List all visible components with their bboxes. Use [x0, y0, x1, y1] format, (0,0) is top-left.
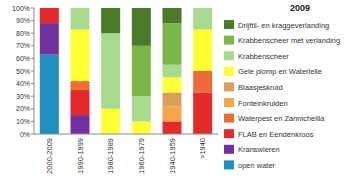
y-tick-label: 100%	[12, 5, 30, 12]
legend-label: Drijftil- en kraggeverlanding	[238, 21, 329, 30]
bar-segment	[193, 8, 212, 9]
bar-segment	[162, 121, 181, 134]
chart: 0% 10% 20% 30% 40% 50% 60% 70% 80% 90% 100% 2000-20…	[0, 0, 364, 182]
legend-swatch	[224, 160, 234, 169]
legend-label: open water	[238, 161, 276, 170]
bar-segment	[40, 8, 59, 9]
bar-segment	[162, 106, 181, 121]
bar-segment	[193, 8, 212, 29]
legend-label: Kranswieren	[238, 145, 280, 154]
x-tick-label: 1980-1989	[106, 138, 115, 174]
bar-segment	[70, 8, 89, 29]
bar-segment	[40, 8, 59, 23]
bar-segment	[40, 8, 59, 9]
y-tick-label: 90%	[16, 17, 30, 24]
legend-label: Fonteinkruiden	[238, 99, 288, 108]
bar-segment	[40, 23, 59, 55]
bar-segment	[162, 65, 181, 78]
bar-segment	[70, 8, 89, 9]
legend-swatch	[224, 129, 234, 138]
y-tick-label: 50%	[16, 68, 30, 75]
y-tick-label: 10%	[16, 118, 30, 125]
x-tick-label: 2000-2009	[45, 138, 54, 174]
bar-segment	[132, 46, 151, 96]
bar-segment	[193, 8, 212, 9]
x-axis	[34, 134, 218, 135]
y-tick-label: 60%	[16, 55, 30, 62]
x-tick-label: 1940-1959	[168, 138, 177, 174]
legend-label: Blaasjeskruid	[238, 83, 283, 92]
bar-segment	[70, 29, 89, 81]
y-tick-label: 80%	[16, 30, 30, 37]
legend-swatch	[224, 82, 234, 91]
y-tick-label: 40%	[16, 80, 30, 87]
legend-swatch	[224, 145, 234, 154]
legend-swatch	[224, 67, 234, 76]
x-tick-label: 1990-1999	[76, 138, 85, 174]
y-axis	[34, 8, 35, 134]
bar-segment	[101, 33, 120, 109]
bar-segment	[40, 8, 59, 9]
bar-segment	[40, 8, 59, 9]
bar-segment	[70, 81, 89, 90]
legend-label: Krabbenscheer met verlanding	[238, 36, 340, 45]
bar-segment	[40, 55, 59, 134]
legend-swatch	[224, 114, 234, 123]
y-tick-label: 20%	[16, 105, 30, 112]
bar-segment	[193, 29, 212, 71]
bar-segment	[70, 115, 89, 134]
legend-label: Krabbenscheer	[238, 52, 289, 61]
bar-segment	[40, 8, 59, 9]
bar-segment	[70, 90, 89, 115]
bar-segment	[70, 8, 89, 9]
x-tick-label: >1940	[198, 138, 207, 159]
y-tick-label: 30%	[16, 93, 30, 100]
bar-segment	[162, 92, 181, 106]
bar-segment	[101, 109, 120, 134]
bar-segment	[40, 8, 59, 9]
bar-segment	[162, 8, 181, 23]
bar-segment	[132, 121, 151, 134]
bar-segment	[40, 8, 59, 9]
legend-label: Gele plomp en Waterlelie	[238, 67, 322, 76]
legend-title: 2009	[290, 3, 310, 13]
bars	[40, 8, 212, 134]
legend-swatch	[224, 36, 234, 45]
bar-segment	[193, 71, 212, 92]
bar-segment	[132, 96, 151, 121]
y-tick-label: 0%	[20, 131, 30, 138]
y-tick-label: 70%	[16, 42, 30, 49]
bar-segment	[101, 8, 120, 33]
legend-label: Waterpest en Zannichellia	[238, 114, 325, 123]
bar-segment	[132, 8, 151, 46]
bar-segment	[193, 92, 212, 134]
legend-swatch	[224, 98, 234, 107]
bar-segment	[162, 23, 181, 65]
legend-label: FLAB en Eendenkroos	[238, 130, 314, 139]
legend-swatch	[224, 20, 234, 29]
x-tick-label: 1960-1979	[137, 138, 146, 174]
bar-segment	[162, 77, 181, 92]
legend-swatch	[224, 51, 234, 60]
